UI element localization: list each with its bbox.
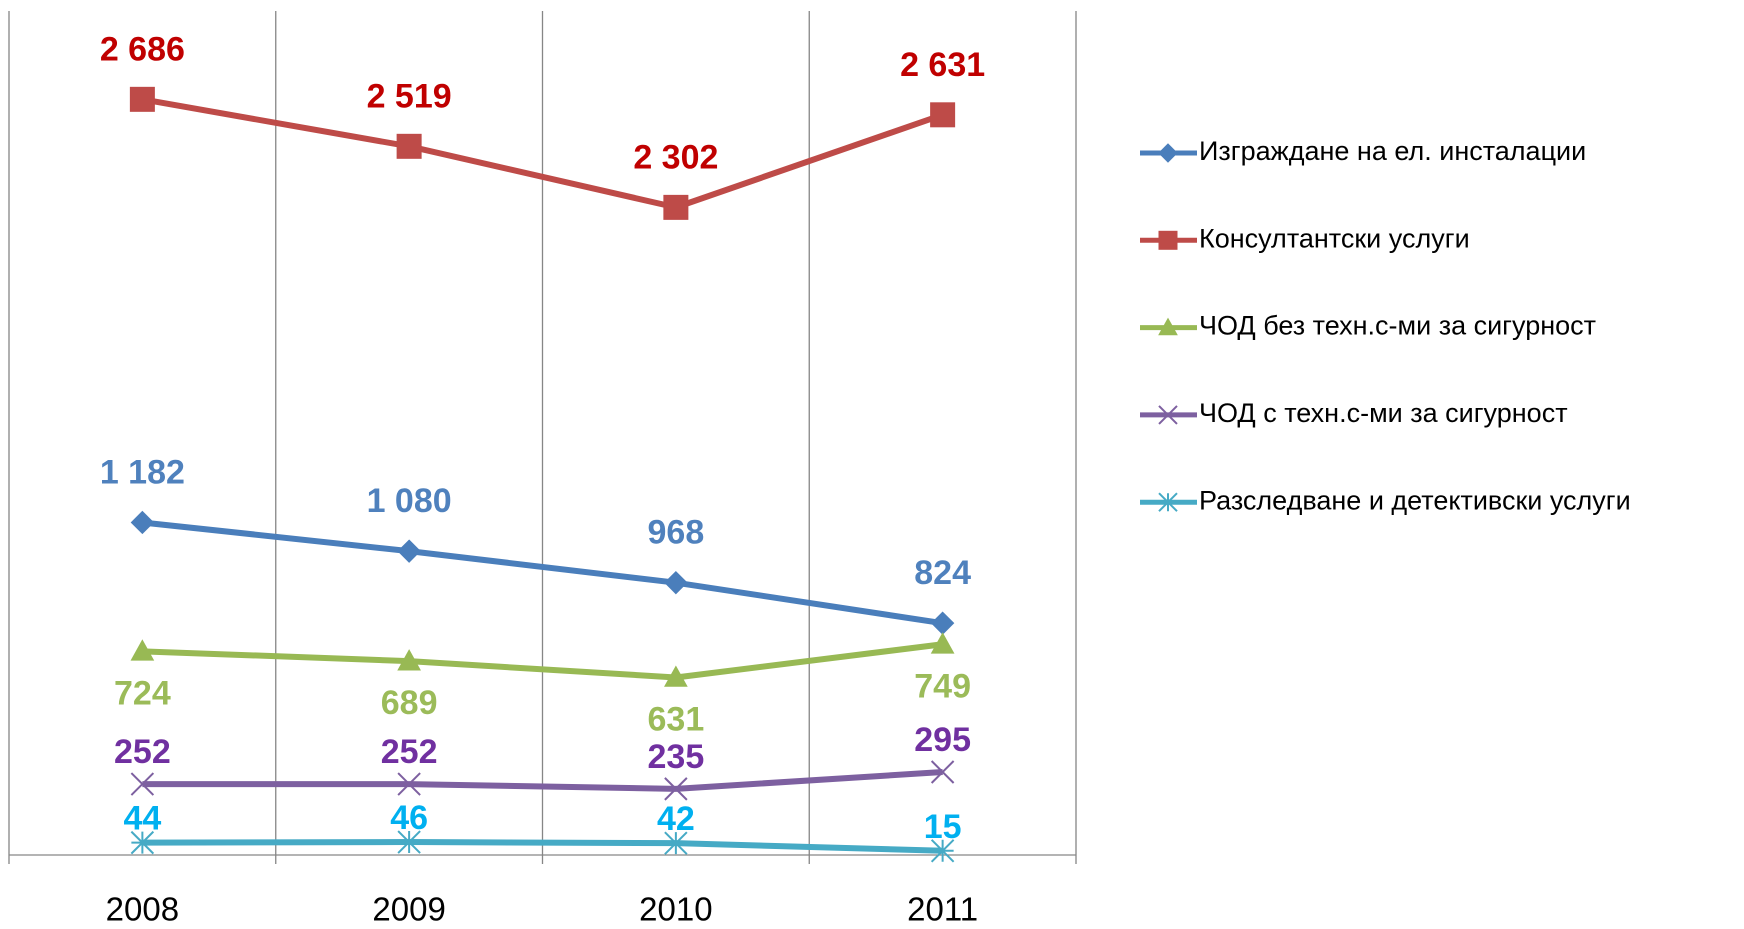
legend-label: Консултантски услуги — [1199, 223, 1470, 253]
data-label: 689 — [381, 684, 438, 722]
data-label: 2 686 — [100, 30, 185, 68]
legend-label: Изграждане на ел. инсталации — [1199, 136, 1586, 166]
data-label: 44 — [123, 800, 161, 838]
data-label: 724 — [114, 674, 171, 712]
series-line — [142, 641, 943, 681]
marker — [130, 510, 155, 535]
x-tick-label: 2010 — [639, 891, 712, 928]
x-tick-label: 2009 — [372, 891, 445, 928]
x-tick-label: 2011 — [907, 891, 978, 928]
data-label: 2 519 — [367, 77, 452, 115]
marker — [397, 539, 421, 563]
marker — [930, 839, 955, 863]
legend-label: Разследване и детективски услуги — [1199, 485, 1631, 515]
marker — [930, 611, 955, 635]
data-label: 252 — [114, 733, 171, 771]
legend-item: Консултантски услуги — [1140, 223, 1470, 253]
legend-item: ЧОД без техн.с-ми за сигурност — [1140, 311, 1596, 341]
series-line — [142, 839, 943, 854]
data-label: 295 — [914, 721, 971, 759]
data-label: 824 — [914, 554, 971, 592]
marker — [930, 102, 956, 128]
marker — [663, 194, 689, 220]
data-label: 1 080 — [367, 482, 452, 520]
marker — [664, 777, 688, 801]
data-label: 2 302 — [633, 138, 718, 176]
legend-label: ЧОД без техн.с-ми за сигурност — [1199, 311, 1596, 341]
legend-label: ЧОД с техн.с-ми за сигурност — [1199, 398, 1568, 428]
data-label: 15 — [924, 808, 962, 846]
series-line — [142, 769, 943, 792]
marker — [129, 86, 155, 112]
marker — [1158, 317, 1178, 336]
marker — [664, 665, 688, 687]
series: 252 252 235 295 — [114, 721, 971, 801]
legend-item: ЧОД с техн.с-ми за сигурност — [1140, 398, 1568, 428]
legend-item: Изграждане на ел. инсталации — [1140, 136, 1586, 166]
x-tick-label: 2008 — [106, 891, 179, 928]
marker — [930, 632, 955, 654]
marker — [130, 830, 155, 855]
data-label: 46 — [390, 799, 428, 837]
marker — [397, 772, 421, 796]
marker — [397, 649, 421, 671]
series: 724 689 631 749 — [114, 632, 971, 738]
marker — [664, 831, 688, 855]
legend-item: Разследване и детективски услуги — [1140, 485, 1631, 515]
data-label: 252 — [381, 733, 438, 771]
marker — [130, 772, 155, 796]
data-label: 42 — [657, 800, 695, 838]
marker — [1158, 230, 1178, 250]
data-label: 1 182 — [100, 453, 185, 491]
marker — [397, 830, 421, 854]
series: 1 182 1 080 968 824 — [100, 453, 971, 635]
marker — [1158, 143, 1178, 163]
marker — [930, 760, 955, 784]
series: 44 46 42 15 — [123, 799, 962, 863]
series: 2 686 2 519 2 302 2 631 — [100, 30, 985, 220]
data-label: 2 631 — [900, 46, 985, 84]
marker — [1158, 405, 1178, 425]
marker — [664, 570, 688, 595]
marker — [1158, 492, 1178, 512]
series-line — [142, 519, 944, 627]
marker — [130, 639, 155, 661]
data-label: 749 — [914, 667, 971, 705]
marker — [396, 133, 422, 159]
data-label: 235 — [648, 738, 705, 776]
data-label: 968 — [648, 514, 705, 552]
series-line — [141, 96, 944, 211]
data-label: 631 — [648, 700, 705, 738]
